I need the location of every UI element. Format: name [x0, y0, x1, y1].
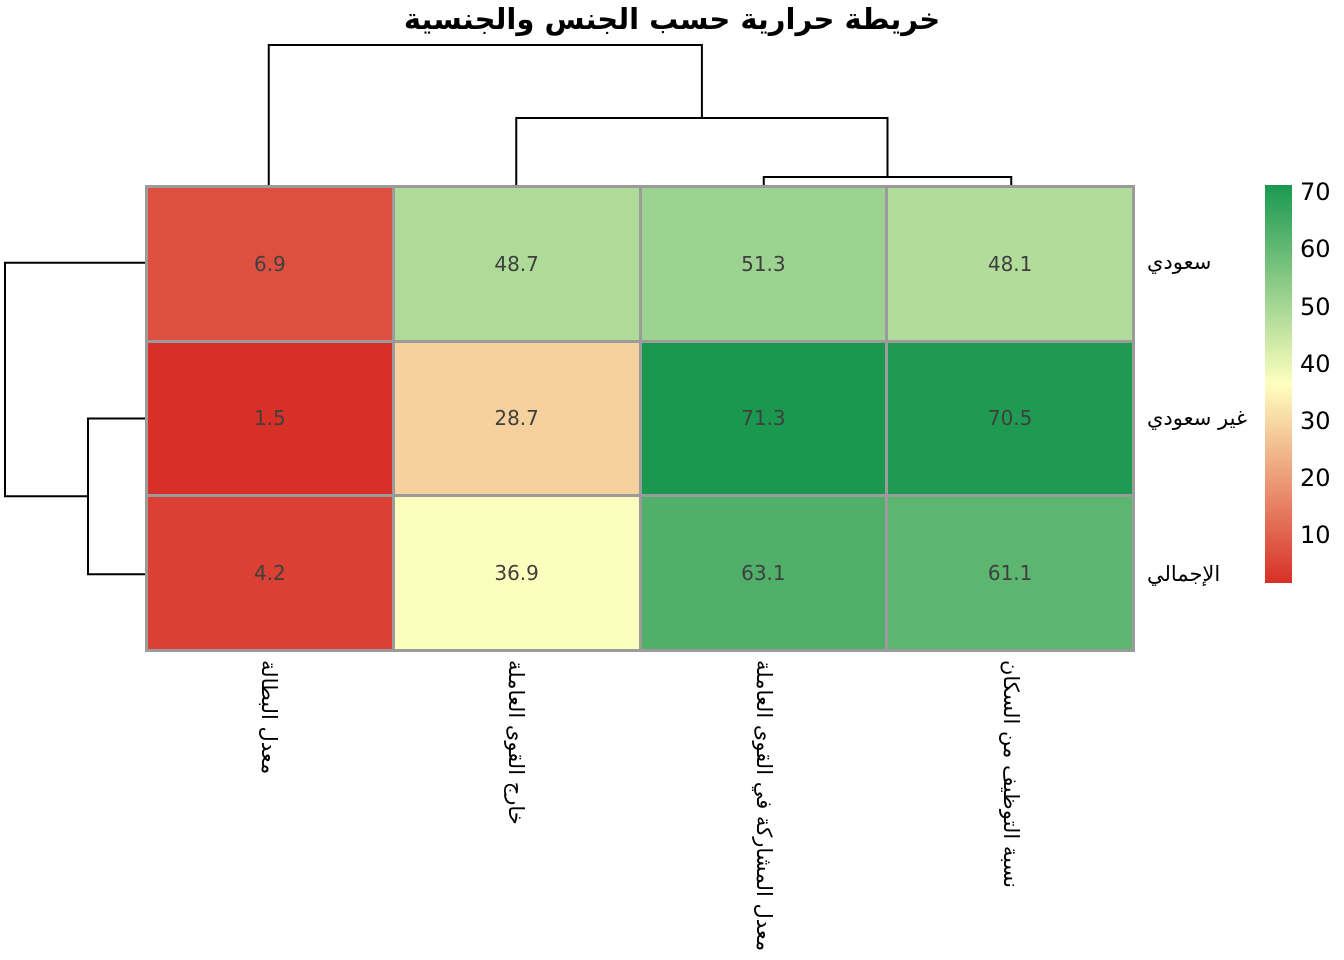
column-dendrogram-branch-outer	[267, 44, 703, 185]
row-label-saudi: سعودي	[1147, 250, 1212, 274]
heatmap-cell: 70.5	[888, 342, 1132, 495]
legend-tick-labels: 70 60 50 40 30 20 10	[1300, 178, 1344, 583]
legend-tick: 70	[1300, 178, 1331, 207]
row-dendrogram-branch-outer	[4, 261, 145, 498]
color-scale-legend	[1265, 185, 1292, 583]
heatmap-cell: 48.7	[394, 188, 639, 340]
legend-tick: 20	[1300, 463, 1331, 492]
heatmap-cell: 28.7	[394, 342, 639, 495]
heatmap-grid: 6.9 48.7 51.3 48.1 1.5 28.7 71.3 70.5 4.…	[145, 185, 1135, 652]
legend-tick: 10	[1300, 520, 1331, 549]
heatmap-cell: 36.9	[394, 497, 639, 649]
col-label-outside-labor-force: خارج القوى العاملة	[504, 660, 528, 825]
row-label-non-saudi: غير سعودي	[1147, 406, 1247, 430]
chart-title: خريطة حرارية حسب الجنس والجنسية	[403, 2, 941, 36]
column-dendrogram-branch-inner	[762, 176, 1013, 185]
legend-tick: 40	[1300, 349, 1331, 378]
heatmap-cell: 63.1	[641, 497, 886, 649]
legend-tick: 60	[1300, 235, 1331, 264]
heatmap-cell: 71.3	[641, 342, 886, 495]
col-label-labor-force-participation: معدل المشاركة في القوى العاملة	[752, 660, 776, 952]
legend-tick: 30	[1300, 406, 1331, 435]
column-dendrogram-branch-mid	[515, 117, 889, 185]
row-label-total: الإجمالي	[1147, 562, 1221, 586]
heatmap-cell: 1.5	[148, 342, 392, 495]
heatmap-cell: 4.2	[148, 497, 392, 649]
col-label-unemployment-rate: معدل البطالة	[257, 660, 281, 775]
col-label-employment-to-population: نسبة التوظيف من السكان	[999, 660, 1023, 889]
legend-tick: 50	[1300, 292, 1331, 321]
row-dendrogram-branch-inner	[87, 417, 145, 576]
heatmap-cell: 51.3	[641, 188, 886, 340]
heatmap-cell: 61.1	[888, 497, 1132, 649]
heatmap-cell: 48.1	[888, 188, 1132, 340]
heatmap-cell: 6.9	[148, 188, 392, 340]
